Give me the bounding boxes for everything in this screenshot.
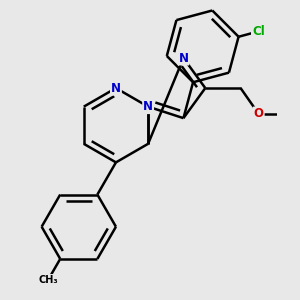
Text: CH₃: CH₃: [38, 275, 58, 285]
Text: O: O: [254, 107, 264, 120]
Text: N: N: [143, 100, 153, 113]
Text: N: N: [178, 52, 188, 64]
Text: N: N: [111, 82, 121, 94]
Text: Cl: Cl: [252, 25, 265, 38]
